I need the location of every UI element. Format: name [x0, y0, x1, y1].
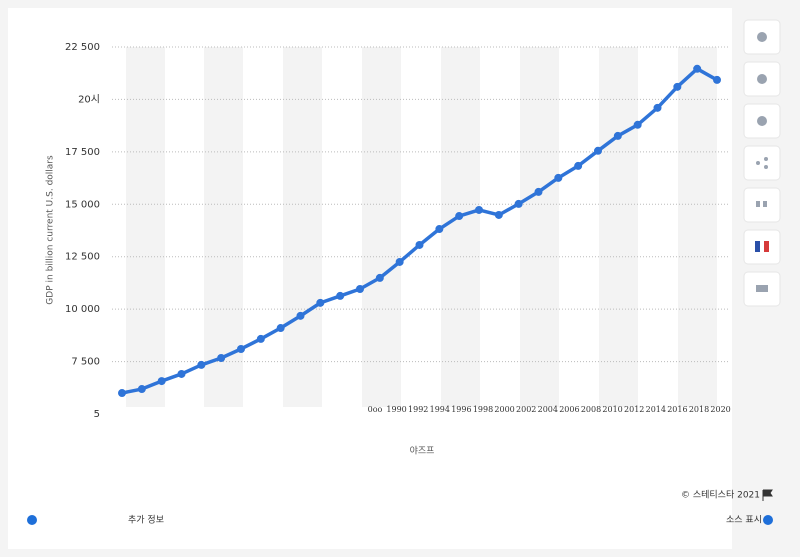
- point: [494, 210, 503, 219]
- point: [415, 240, 424, 249]
- y-tick-label: 20시: [78, 93, 100, 105]
- point: [395, 257, 404, 266]
- point: [713, 75, 721, 84]
- point: [217, 354, 226, 363]
- x-tick-label: 2006: [559, 405, 579, 414]
- x-tick-label: 1992: [408, 405, 428, 414]
- point: [574, 161, 583, 170]
- point: [256, 334, 265, 343]
- point: [534, 187, 543, 196]
- point: [613, 131, 622, 140]
- x-tick-label: 1994: [430, 405, 450, 414]
- x-tick-label: 2004: [538, 405, 558, 414]
- y-axis-label: GDP in billion current U.S. dollars: [46, 155, 56, 305]
- point: [673, 82, 682, 91]
- point: [316, 298, 325, 307]
- point: [137, 385, 146, 394]
- bands: [126, 47, 717, 407]
- cite-button[interactable]: [743, 187, 781, 223]
- point: [455, 212, 464, 221]
- sidebar-icons: [755, 32, 769, 292]
- point: [177, 369, 186, 378]
- y-tick-label: 10 000: [65, 304, 100, 315]
- point: [157, 377, 166, 386]
- x-tick-label: 1998: [473, 405, 493, 414]
- flag-icon: [762, 489, 773, 501]
- source-icon[interactable]: [763, 515, 773, 525]
- x-tick-label: 2014: [646, 405, 666, 414]
- point: [693, 64, 702, 73]
- point: [514, 199, 523, 208]
- y-tick-label: 22 500: [65, 42, 100, 53]
- point: [118, 389, 126, 398]
- y-tick-label: 5: [94, 409, 100, 420]
- y-tick-label: 12 500: [65, 252, 100, 263]
- copyright: © 스테티스타 2021: [681, 490, 760, 501]
- x-tick-label: 2008: [581, 405, 601, 414]
- point: [475, 205, 483, 214]
- point: [276, 324, 285, 333]
- x-tick-label: 2012: [624, 405, 644, 414]
- sidebar: [743, 19, 781, 307]
- y-tick-label: 17 500: [65, 147, 100, 158]
- point: [356, 285, 364, 294]
- point: [594, 146, 602, 155]
- share-button[interactable]: [743, 145, 781, 181]
- point: [435, 225, 444, 234]
- x-tick-label: 0oo: [368, 405, 383, 414]
- x-tick-label: 2010: [602, 405, 622, 414]
- point: [653, 103, 662, 112]
- x-tick-label: 2000: [494, 405, 514, 414]
- y-tick-label: 7 500: [71, 357, 100, 368]
- x-tick-label: 2018: [689, 405, 709, 414]
- point: [554, 173, 563, 182]
- show-source[interactable]: 소스 표시: [726, 515, 762, 526]
- y-tick-label: 15 000: [65, 199, 100, 210]
- more-info[interactable]: 추가 정보: [128, 515, 164, 526]
- point: [633, 120, 642, 129]
- x-tick-label: 1996: [451, 405, 471, 414]
- point: [296, 311, 305, 320]
- point: [197, 360, 206, 369]
- info-icon[interactable]: [27, 515, 37, 525]
- point: [237, 344, 245, 353]
- point: [336, 291, 345, 300]
- x-tick-label: 1990: [386, 405, 406, 414]
- x-tick-label: 2016: [667, 405, 687, 414]
- x-tick-label: 2002: [516, 405, 536, 414]
- x-tick-label: 2020: [710, 405, 730, 414]
- x-axis-label: 야즈프: [410, 446, 435, 457]
- point: [375, 273, 384, 282]
